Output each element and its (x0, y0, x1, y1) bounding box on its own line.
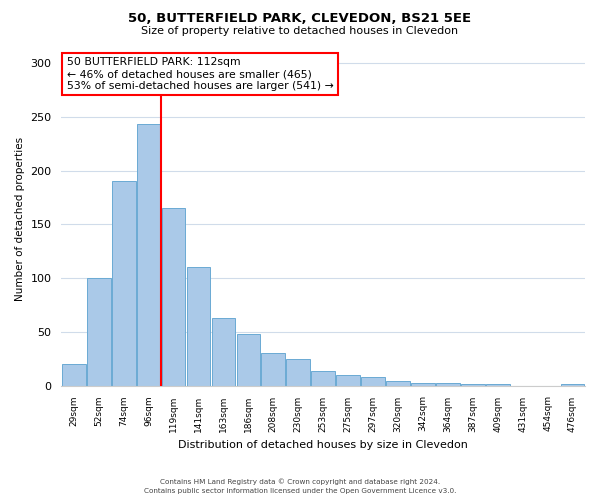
Bar (436, 384, 460, 386)
Bar (112, 182, 136, 386)
Bar (336, 375, 360, 386)
Text: Size of property relative to detached houses in Clevedon: Size of property relative to detached ho… (142, 26, 458, 36)
Text: 50, BUTTERFIELD PARK, CLEVEDON, BS21 5EE: 50, BUTTERFIELD PARK, CLEVEDON, BS21 5EE (128, 12, 472, 26)
Bar (361, 377, 385, 386)
X-axis label: Distribution of detached houses by size in Clevedon: Distribution of detached houses by size … (178, 440, 468, 450)
Bar (262, 354, 285, 386)
Bar (162, 208, 185, 386)
Text: Contains HM Land Registry data © Crown copyright and database right 2024.
Contai: Contains HM Land Registry data © Crown c… (144, 478, 456, 494)
Bar (187, 268, 211, 386)
Text: 50 BUTTERFIELD PARK: 112sqm
← 46% of detached houses are smaller (465)
53% of se: 50 BUTTERFIELD PARK: 112sqm ← 46% of det… (67, 58, 334, 90)
Bar (212, 318, 235, 386)
Bar (461, 384, 485, 386)
Bar (62, 364, 86, 386)
Bar (311, 370, 335, 386)
Bar (386, 382, 410, 386)
Y-axis label: Number of detached properties: Number of detached properties (15, 137, 25, 301)
Bar (236, 334, 260, 386)
Bar (87, 278, 110, 386)
Bar (486, 384, 509, 386)
Bar (286, 358, 310, 386)
Bar (560, 384, 584, 386)
Bar (411, 384, 435, 386)
Bar (137, 124, 161, 386)
